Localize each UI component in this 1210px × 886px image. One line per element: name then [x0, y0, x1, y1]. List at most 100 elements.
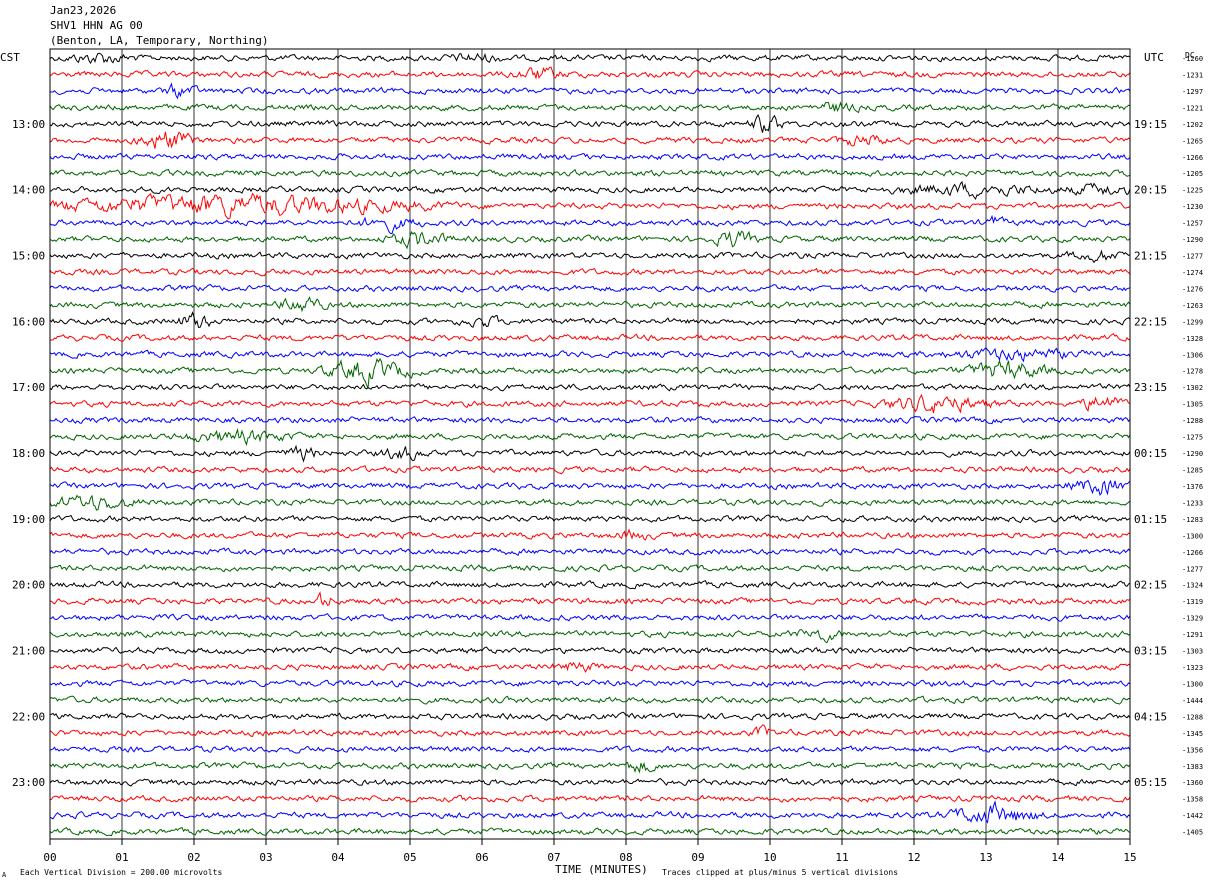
dc-offset-label: -1328: [1182, 335, 1203, 343]
cst-hour-label: 13:00: [12, 118, 45, 131]
seismic-trace: [49, 180, 1131, 201]
dc-offset-label: -1299: [1182, 318, 1203, 326]
dc-offset-label: -1297: [1182, 88, 1203, 96]
dc-offset-label: -1276: [1182, 285, 1203, 293]
seismic-trace: [49, 168, 1131, 178]
seismic-trace: [49, 547, 1131, 557]
seismic-trace: [49, 346, 1131, 363]
x-tick-label: 04: [331, 851, 345, 864]
seismic-trace: [50, 613, 1131, 622]
dc-offset-label: -1324: [1182, 582, 1203, 590]
x-tick-label: 11: [835, 851, 848, 864]
dc-offset-label: -1319: [1182, 598, 1203, 606]
cst-hour-label: 17:00: [12, 381, 45, 394]
seismic-trace: [49, 528, 1131, 541]
dc-offset-label: -1360: [1182, 779, 1203, 787]
dc-offset-label: -1303: [1182, 648, 1203, 656]
seismic-trace: [49, 679, 1131, 688]
seismic-trace: [49, 745, 1131, 754]
x-tick-label: 00: [43, 851, 56, 864]
dc-offset-label: -1231: [1182, 71, 1203, 79]
x-tick-label: 14: [1051, 851, 1065, 864]
dc-offset-label: -1202: [1182, 121, 1203, 129]
seismic-trace: [49, 465, 1131, 475]
dc-offset-label: -1358: [1182, 796, 1203, 804]
cst-hour-label: 21:00: [12, 645, 45, 658]
x-tick-label: 13: [979, 851, 992, 864]
dc-offset-label: -1288: [1182, 417, 1203, 425]
dc-offset-label: -1300: [1182, 532, 1203, 540]
cst-hour-label: 14:00: [12, 184, 45, 197]
dc-offset-label: -1383: [1182, 763, 1203, 771]
utc-hour-label: 23:15: [1134, 381, 1167, 394]
seismic-trace: [49, 333, 1131, 343]
dc-offset-label: -1283: [1182, 516, 1203, 524]
cst-hour-label: 15:00: [12, 250, 45, 263]
dc-label: DC: [1185, 51, 1195, 60]
seismic-trace: [49, 646, 1131, 655]
seismic-trace: [49, 427, 1131, 447]
dc-offset-label: -1205: [1182, 170, 1203, 178]
dc-offset-label: -1444: [1182, 697, 1203, 705]
seismic-trace: [49, 661, 1131, 673]
dc-offset-label: -1442: [1182, 812, 1203, 820]
seismic-trace: [49, 296, 1131, 313]
seismic-trace: [49, 826, 1131, 837]
clip-note: Traces clipped at plus/minus 5 vertical …: [662, 868, 898, 877]
scale-note: Each Vertical Division = 200.00 microvol…: [20, 868, 222, 877]
dc-offset-label: -1233: [1182, 499, 1203, 507]
x-tick-label: 02: [187, 851, 200, 864]
seismic-trace: [49, 52, 1131, 65]
dc-offset-label: -1266: [1182, 154, 1203, 162]
seismic-trace: [49, 267, 1131, 277]
dc-offset-label: -1277: [1182, 253, 1203, 261]
dc-offset-label: -1356: [1182, 746, 1203, 754]
seismic-trace: [49, 580, 1131, 590]
x-tick-label: 03: [259, 851, 272, 864]
dc-offset-label: -1305: [1182, 401, 1203, 409]
dc-offset-label: -1221: [1182, 104, 1203, 112]
seismic-trace: [49, 82, 1131, 100]
seismic-trace: [49, 800, 1131, 824]
dc-offset-label: -1376: [1182, 483, 1203, 491]
seismic-trace: [49, 357, 1131, 389]
cst-hour-label: 23:00: [12, 776, 45, 789]
x-tick-label: 10: [763, 851, 776, 864]
utc-hour-label: 22:15: [1134, 315, 1167, 328]
dc-offset-label: -1278: [1182, 368, 1203, 376]
utc-axis-label: UTC: [1144, 51, 1164, 64]
dc-offset-label: -1291: [1182, 631, 1203, 639]
cst-hour-label: 16:00: [12, 315, 45, 328]
x-tick-label: 05: [403, 851, 416, 864]
x-tick-label: 01: [115, 851, 128, 864]
dc-offset-label: -1285: [1182, 467, 1203, 475]
seismic-trace: [49, 311, 1131, 328]
x-tick-label: 12: [907, 851, 920, 864]
x-tick-label: 15: [1123, 851, 1136, 864]
seismic-trace: [49, 695, 1131, 705]
dc-offset-label: -1288: [1182, 713, 1203, 721]
dc-offset-label: -1266: [1182, 549, 1203, 557]
dc-offset-label: -1230: [1182, 203, 1203, 211]
utc-hour-label: 04:15: [1134, 710, 1167, 723]
seismic-trace: [49, 479, 1131, 496]
seismic-trace: [49, 131, 1131, 149]
dc-offset-label: -1345: [1182, 730, 1203, 738]
seismic-trace: [50, 591, 1131, 606]
dc-offset-label: -1260: [1182, 55, 1203, 63]
seismic-trace: [49, 514, 1131, 524]
dc-offset-label: -1257: [1182, 220, 1203, 228]
utc-hour-label: 00:15: [1134, 447, 1167, 460]
seismic-trace: [49, 152, 1131, 161]
plot-date: Jan23,2026: [50, 4, 117, 17]
seismic-trace: [49, 214, 1131, 235]
seismic-trace: [49, 724, 1131, 737]
seismic-trace: [49, 564, 1131, 573]
utc-hour-label: 19:15: [1134, 118, 1167, 131]
x-tick-label: 06: [475, 851, 488, 864]
plot-frame: [49, 48, 1131, 840]
dc-offset-label: -1302: [1182, 384, 1203, 392]
seismic-trace: [49, 230, 1131, 250]
seismic-trace: [49, 192, 1131, 220]
